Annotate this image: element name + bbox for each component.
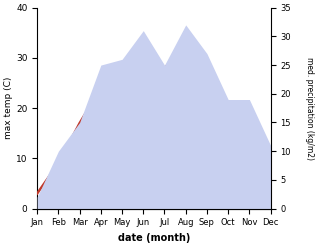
Y-axis label: med. precipitation (kg/m2): med. precipitation (kg/m2) [305, 57, 314, 160]
X-axis label: date (month): date (month) [118, 233, 190, 243]
Y-axis label: max temp (C): max temp (C) [4, 77, 13, 139]
